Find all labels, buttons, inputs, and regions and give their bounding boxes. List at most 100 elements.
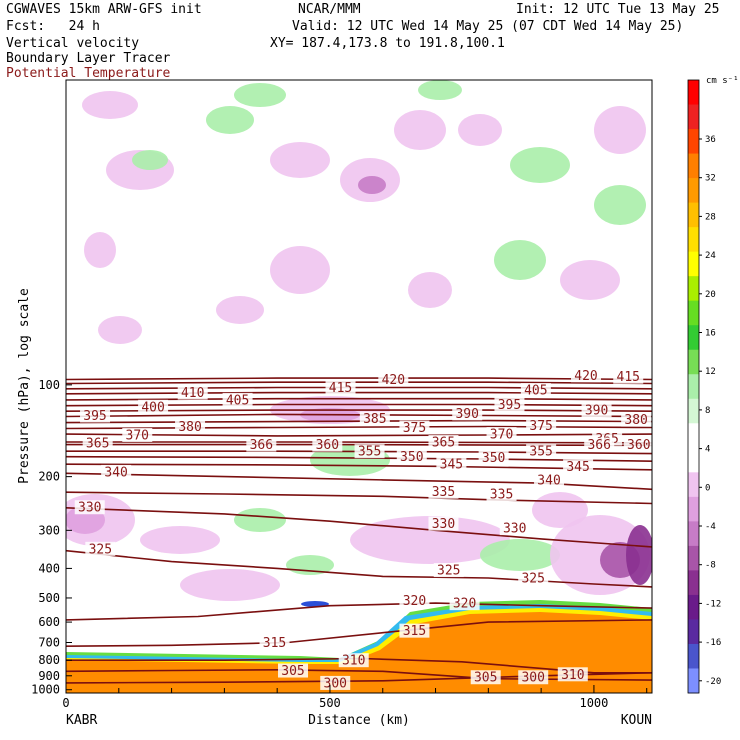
theta-label-bg <box>82 435 113 450</box>
theta-label-bg <box>80 408 111 423</box>
theta-contour-label: 300 <box>521 671 544 686</box>
init-time: Init: 12 UTC Tue 13 May 25 <box>516 2 720 17</box>
theta-contour-label: 335 <box>490 487 513 502</box>
colorbar-swatch <box>688 349 699 375</box>
theta-label-bg <box>534 472 565 487</box>
theta-label-bg <box>359 411 390 426</box>
theta-contour-label: 380 <box>624 413 647 428</box>
theta-label-bg <box>122 427 153 442</box>
right-endpoint-label: KOUN <box>621 713 652 728</box>
colorbar-swatch <box>688 227 699 253</box>
theta-contour-label: 365 <box>86 436 109 451</box>
theta-label-bg <box>138 399 169 414</box>
org-label: NCAR/MMM <box>298 2 361 17</box>
theta-contour-label: 410 <box>181 386 204 401</box>
colorbar-tick-label: -8 <box>705 561 716 571</box>
theta-contour-label: 325 <box>521 571 544 586</box>
theta-contour-line <box>66 419 652 424</box>
y-axis-label: Pressure (hPa), log scale <box>17 288 32 484</box>
velocity-shading-blob <box>408 272 452 308</box>
theta-contour-label: 405 <box>524 384 547 399</box>
theta-contour-label: 375 <box>403 421 426 436</box>
theta-label-bg <box>325 380 356 395</box>
colorbar-swatch <box>688 178 699 204</box>
theta-label-bg <box>621 412 652 427</box>
colorbar-tick-label: 8 <box>705 406 710 416</box>
colorbar-swatch <box>688 104 699 130</box>
theta-contour-label: 310 <box>342 654 365 669</box>
theta-contour-line <box>66 409 652 412</box>
theta-contour-label: 310 <box>561 668 584 683</box>
y-tick-label: 100 <box>38 378 60 392</box>
tracer-layer <box>66 612 652 693</box>
theta-label-bg <box>494 397 525 412</box>
theta-contour-line <box>66 433 652 437</box>
theta-contour-label: 345 <box>566 460 589 475</box>
theta-contour-line <box>66 377 652 381</box>
theta-label-bg <box>259 635 290 650</box>
colorbar-swatch <box>688 80 699 106</box>
x-tick-label: 0 <box>62 696 69 710</box>
colorbar-swatch <box>688 545 699 571</box>
colorbar-swatch <box>688 300 699 326</box>
theta-contour-line <box>66 391 652 395</box>
velocity-shading-blob <box>82 91 138 119</box>
y-tick-label: 1000 <box>31 683 60 697</box>
theta-contour-label: 390 <box>585 404 608 419</box>
valid-time: Valid: 12 UTC Wed 14 May 25 (07 CDT Wed … <box>292 19 684 34</box>
theta-contour-line <box>66 507 652 548</box>
theta-label-bg <box>428 484 459 499</box>
y-tick-label: 600 <box>38 615 60 629</box>
colorbar-swatch <box>688 668 699 694</box>
theta-label-bg <box>499 521 530 536</box>
theta-label-bg <box>520 383 551 398</box>
theta-label-bg <box>74 500 105 515</box>
colorbar-tick-label: 0 <box>705 483 710 493</box>
colorbar-tick-label: 12 <box>705 367 716 377</box>
velocity-shading-blob <box>494 240 546 280</box>
theta-label-bg <box>623 437 654 452</box>
theta-label-bg <box>399 420 430 435</box>
theta-contour-label: 420 <box>574 369 597 384</box>
theta-contour-label: 320 <box>403 594 426 609</box>
velocity-shading-blob <box>394 110 446 150</box>
velocity-shading-blob <box>234 508 286 532</box>
field-boundary-layer-tracer: Boundary Layer Tracer <box>6 51 171 66</box>
theta-contour-label: 325 <box>89 542 112 557</box>
theta-contour-label: 355 <box>529 445 552 460</box>
colorbar-swatch <box>688 398 699 424</box>
theta-label-bg <box>246 437 277 452</box>
theta-label-bg <box>354 444 385 459</box>
theta-contour-label: 405 <box>226 393 249 408</box>
theta-label-bg <box>85 541 116 556</box>
theta-label-bg <box>557 667 588 682</box>
theta-contour-label: 340 <box>104 465 127 480</box>
theta-contour-label: 360 <box>316 438 339 453</box>
theta-contour-label: 360 <box>627 438 650 453</box>
theta-label-bg <box>320 675 351 690</box>
theta-label-bg <box>396 449 427 464</box>
theta-contour-label: 395 <box>498 398 521 413</box>
colorbar-swatch <box>688 251 699 277</box>
theta-contour-label: 375 <box>529 419 552 434</box>
velocity-shading-blob <box>532 492 588 528</box>
velocity-shading-blob <box>180 569 280 601</box>
colorbar-swatch <box>688 619 699 645</box>
velocity-shading-blob <box>216 296 264 324</box>
colorbar-tick-label: 28 <box>705 212 716 222</box>
colorbar-tick-label: 16 <box>705 329 716 339</box>
velocity-shading-blob <box>350 516 510 564</box>
plot-frame <box>65 79 653 694</box>
theta-contour-label: 366 <box>587 438 610 453</box>
theta-contour-label: 305 <box>281 664 304 679</box>
theta-contour-label: 390 <box>455 407 478 422</box>
colorbar-swatch <box>688 643 699 669</box>
theta-contour-line <box>66 491 652 505</box>
theta-label-bg <box>378 372 409 387</box>
theta-contour-line <box>66 472 652 491</box>
theta-contour-label: 420 <box>382 373 405 388</box>
colorbar-swatch <box>688 202 699 228</box>
theta-label-bg <box>449 596 480 611</box>
theta-label-bg <box>613 369 644 384</box>
field-potential-temperature: Potential Temperature <box>6 66 171 81</box>
